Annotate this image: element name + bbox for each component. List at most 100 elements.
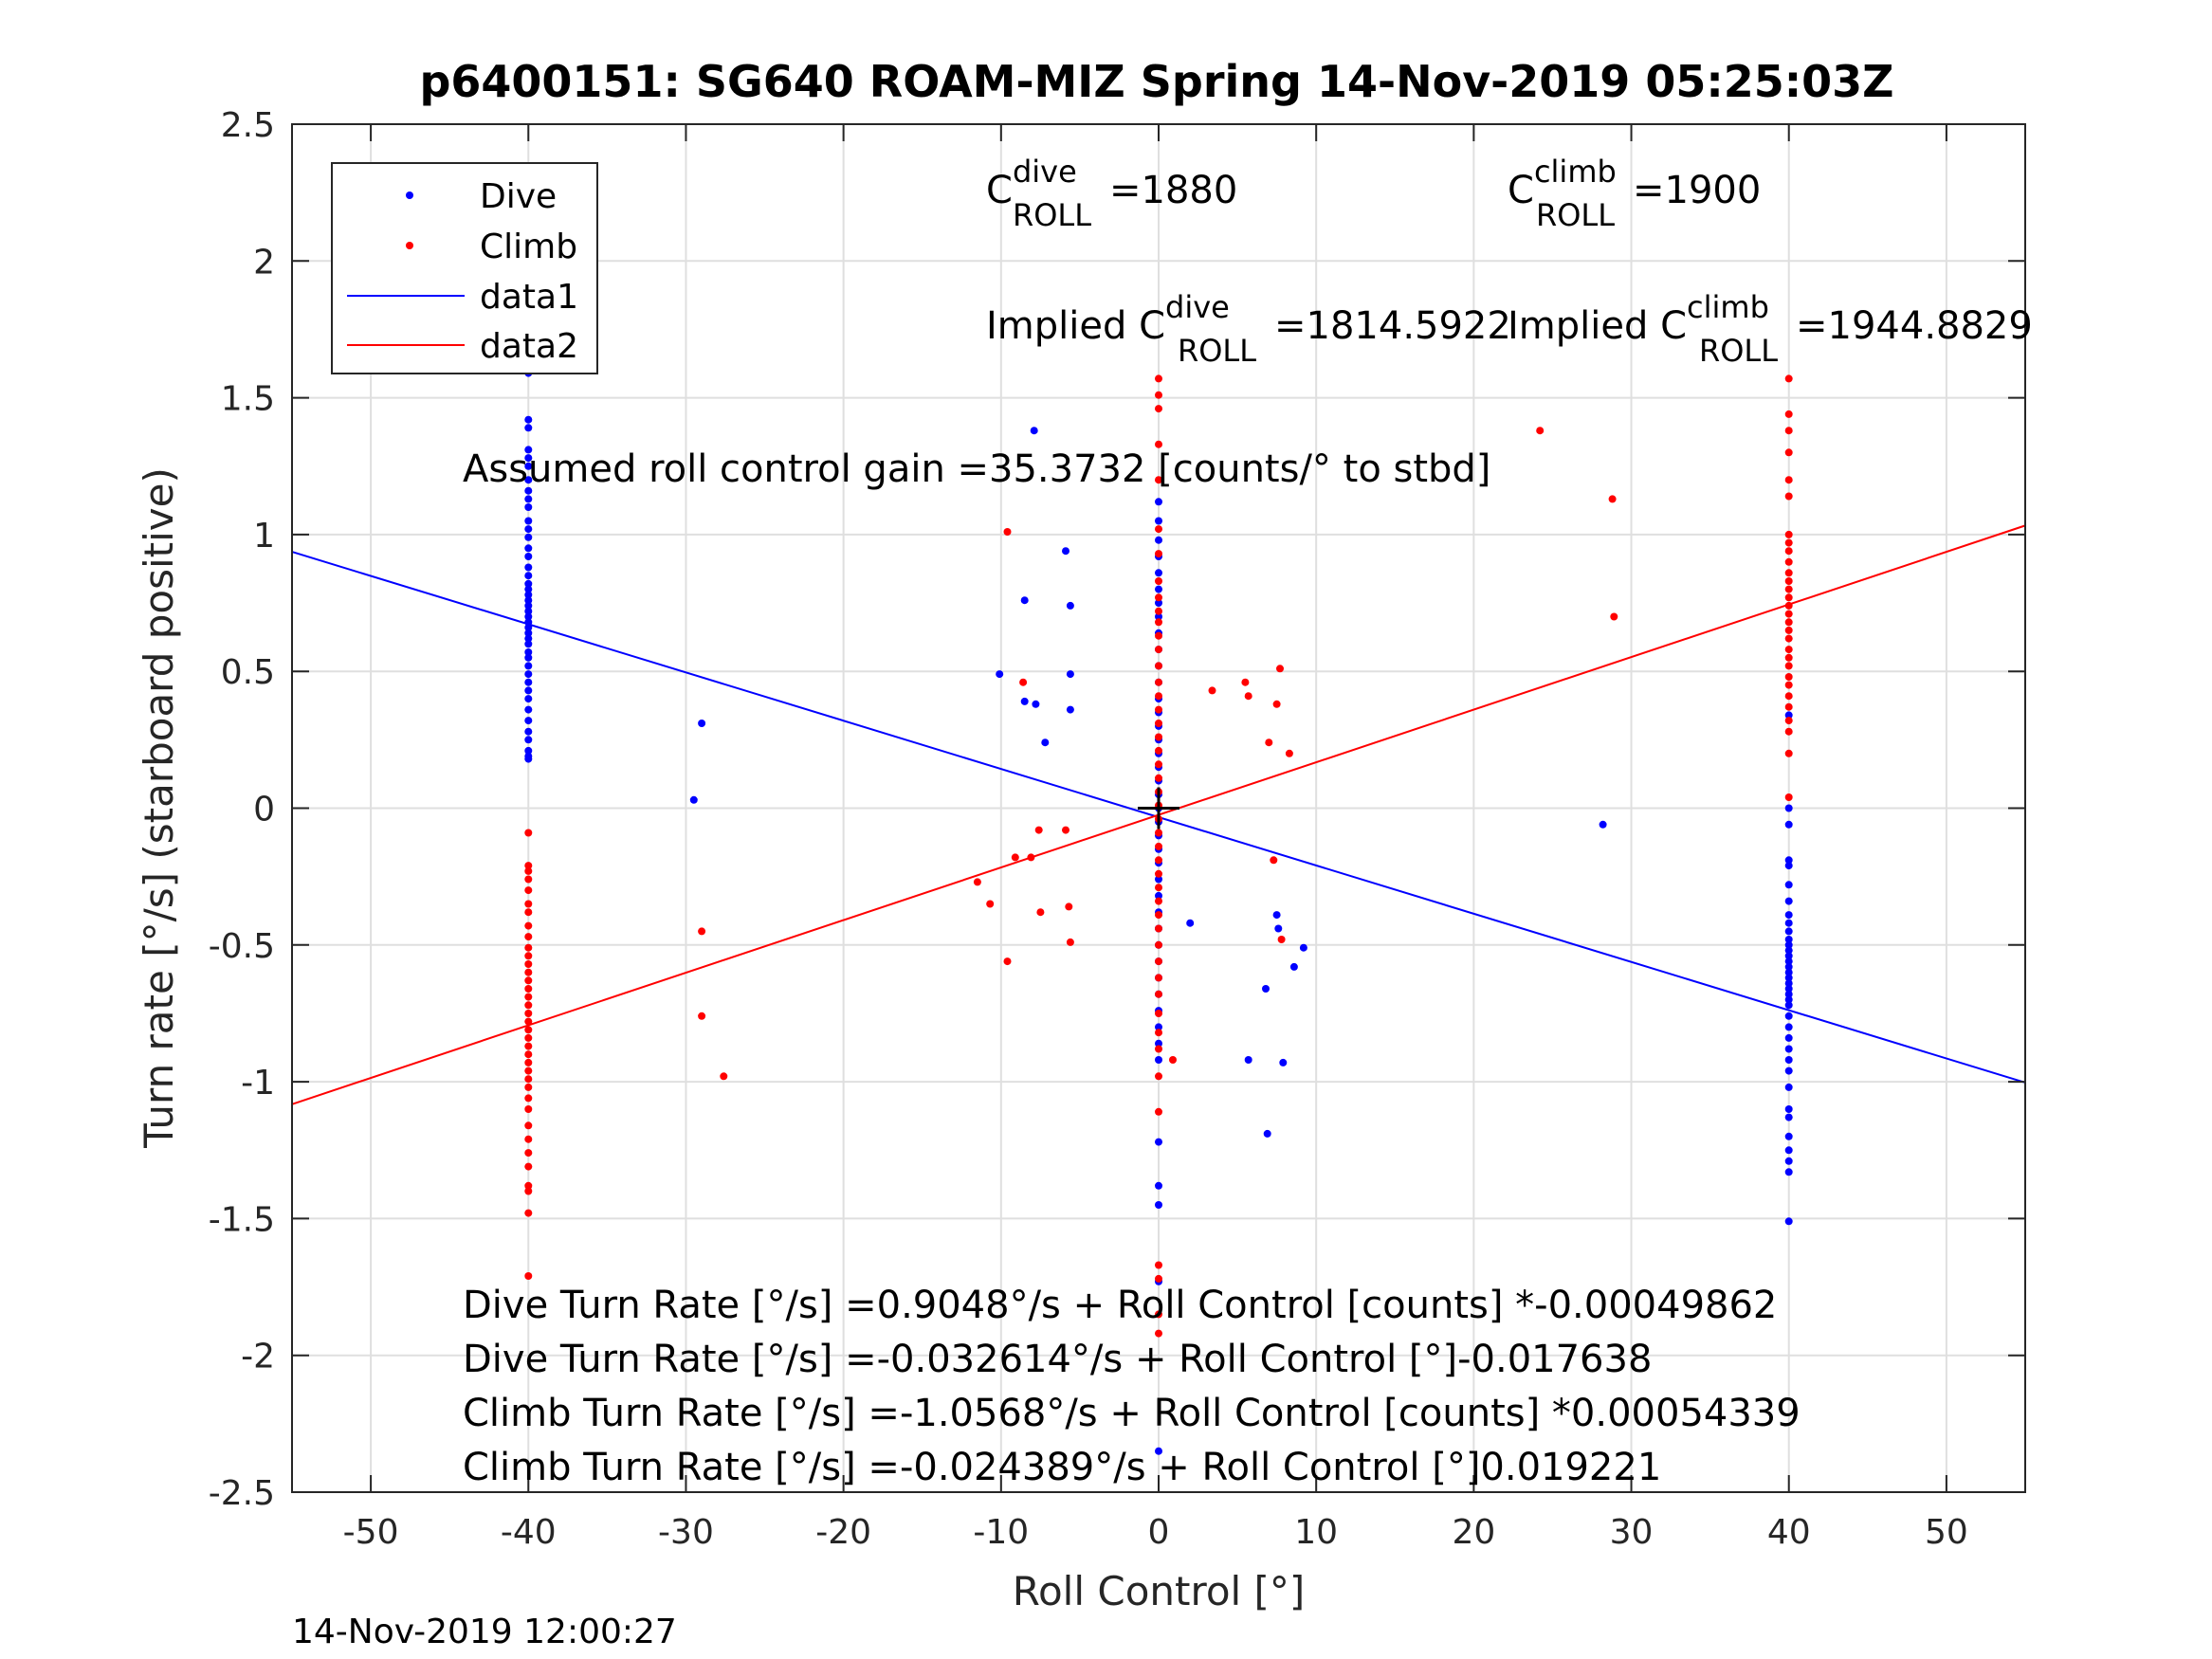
point-climb [1784, 557, 1793, 566]
point-climb [1270, 856, 1278, 865]
legend-label-data1: data1 [480, 278, 578, 317]
point-climb [720, 1072, 728, 1081]
point-dive [1186, 919, 1195, 927]
point-dive [1784, 919, 1793, 927]
point-climb [1155, 760, 1162, 769]
point-dive [524, 662, 533, 670]
point-climb [1277, 936, 1286, 943]
point-climb [1155, 1329, 1162, 1338]
point-dive [1066, 670, 1074, 679]
legend-marker-climb [406, 242, 413, 249]
x-tick-label: -50 [343, 1513, 399, 1552]
point-climb [524, 1105, 533, 1113]
point-climb [1155, 550, 1162, 558]
point-climb [524, 985, 533, 993]
point-dive [698, 720, 706, 727]
point-dive [524, 618, 533, 627]
y-tick-label: -1.5 [209, 1200, 275, 1239]
point-climb [524, 968, 533, 976]
point-dive [1784, 990, 1793, 998]
point-dive [1155, 1201, 1162, 1209]
x-tick-label: 40 [1767, 1513, 1811, 1552]
point-climb [524, 921, 533, 930]
point-dive [1299, 943, 1307, 952]
point-climb [1276, 665, 1284, 673]
point-climb [1155, 746, 1162, 755]
point-climb [1034, 826, 1043, 834]
point-climb [1784, 585, 1793, 593]
point-dive [524, 634, 533, 643]
chart-title: p6400151: SG640 ROAM-MIZ Spring 14-Nov-2… [419, 56, 1893, 107]
timestamp: 14-Nov-2019 12:00:27 [292, 1613, 677, 1651]
x-axis-label: Roll Control [°] [1013, 1568, 1306, 1614]
point-climb [1155, 525, 1162, 534]
point-climb [524, 886, 533, 895]
point-climb [1784, 717, 1793, 725]
point-dive [524, 601, 533, 610]
point-dive [1784, 820, 1793, 829]
point-dive [1030, 427, 1038, 435]
point-dive [1784, 911, 1793, 920]
point-dive [1784, 1113, 1793, 1121]
point-dive [1784, 974, 1793, 982]
y-tick-label: 2.5 [221, 106, 275, 145]
point-climb [524, 960, 533, 968]
point-dive [1784, 979, 1793, 988]
point-climb [524, 1121, 533, 1130]
point-climb [1155, 884, 1162, 892]
point-climb [1155, 829, 1162, 837]
point-climb [524, 862, 533, 870]
point-dive [1155, 498, 1162, 506]
point-dive [1244, 1056, 1252, 1064]
point-climb [1155, 1310, 1162, 1319]
point-dive [1020, 697, 1029, 705]
point-dive [1784, 1023, 1793, 1031]
point-climb [524, 1050, 533, 1059]
point-dive [1784, 946, 1793, 955]
equation-climb-degrees: Climb Turn Rate [°/s] =-0.024389°/s + Ro… [463, 1446, 1661, 1489]
x-tick-label: 20 [1452, 1513, 1495, 1552]
x-tick-label: -10 [973, 1513, 1029, 1552]
y-tick-label: -0.5 [209, 927, 275, 966]
point-climb [1155, 705, 1162, 714]
point-climb [973, 878, 981, 886]
point-climb [1066, 938, 1074, 946]
point-climb [1065, 902, 1073, 911]
point-dive [1272, 911, 1281, 920]
point-dive [524, 607, 533, 615]
point-dive [524, 454, 533, 463]
point-dive [1784, 881, 1793, 889]
point-climb [1784, 702, 1793, 711]
point-dive [524, 695, 533, 703]
point-climb [524, 1135, 533, 1143]
point-dive [524, 596, 533, 605]
point-climb [524, 933, 533, 941]
point-climb [1155, 593, 1162, 602]
point-climb [1784, 681, 1793, 689]
point-climb [1608, 495, 1617, 503]
point-dive [1784, 1056, 1793, 1064]
x-tick-label: -30 [658, 1513, 714, 1552]
point-climb [1208, 686, 1216, 695]
point-climb [1784, 692, 1793, 701]
point-dive [1279, 1058, 1288, 1066]
point-dive [1784, 968, 1793, 976]
point-climb [1011, 853, 1019, 862]
point-dive [524, 585, 533, 593]
point-climb [1784, 646, 1793, 654]
point-climb [524, 908, 533, 917]
point-climb [1155, 733, 1162, 741]
point-dive [1262, 985, 1270, 993]
point-climb [1155, 897, 1162, 905]
point-climb [524, 1017, 533, 1026]
point-dive [1784, 862, 1793, 870]
point-climb [1155, 940, 1162, 949]
point-climb [1155, 990, 1162, 998]
point-dive [1784, 711, 1793, 720]
x-tick-label: -20 [815, 1513, 871, 1552]
point-climb [1784, 673, 1793, 681]
point-climb [524, 1083, 533, 1091]
point-dive [524, 686, 533, 695]
point-climb [1784, 662, 1793, 670]
point-climb [1155, 774, 1162, 782]
